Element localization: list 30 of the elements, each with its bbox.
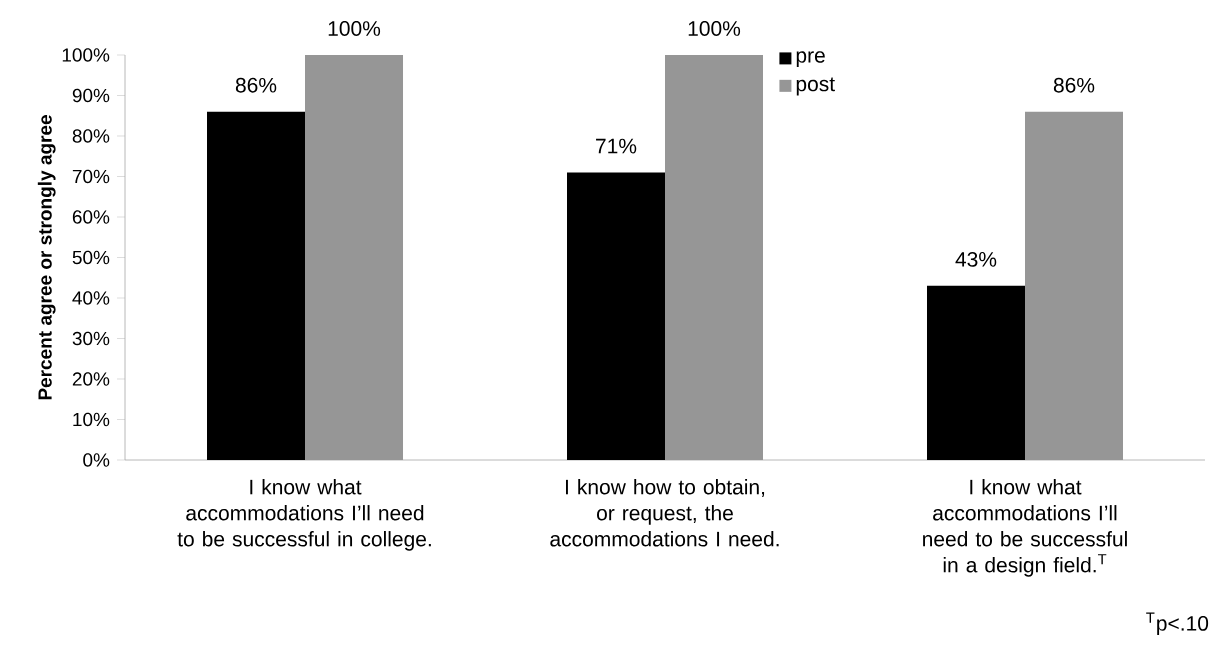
- y-tick-label: 50%: [72, 250, 110, 265]
- y-tick-label: 70%: [72, 169, 110, 184]
- data-label: 43%: [955, 251, 997, 267]
- y-tick-label: 10%: [73, 412, 110, 427]
- y-tick-label: 0%: [83, 453, 110, 467]
- y-tick-label: 20%: [72, 372, 110, 386]
- bar: [305, 55, 404, 460]
- y-tick-label: 60%: [72, 210, 110, 224]
- y-tick-label: 90%: [72, 88, 110, 103]
- data-label: 100%: [688, 21, 741, 36]
- y-axis-title: Percent agree or strongly agree: [37, 115, 56, 400]
- legend-label: post: [796, 77, 835, 96]
- data-label: 71%: [596, 138, 637, 154]
- x-tick-label: I know what accommodations I’ll need to be successful in college.: [177, 479, 431, 551]
- text: $^{T}$p<.10: [1146, 612, 1209, 635]
- data-label: 86%: [1053, 77, 1095, 93]
- y-tick-label: 40%: [72, 291, 110, 305]
- bar: [207, 111, 305, 460]
- y-tick-label: 80%: [72, 129, 110, 143]
- bar: [567, 172, 666, 460]
- y-tick-label: 100%: [62, 48, 110, 62]
- x-tick-label: I know how to obtain, or request, the accommodations I need.: [550, 479, 779, 547]
- bar: [1025, 111, 1123, 460]
- bar: [927, 285, 1026, 460]
- x-tick-label: I know what accommodations I’ll need to be successful in a design field.$^{T}$: [923, 479, 1127, 577]
- data-label: 86%: [235, 77, 277, 93]
- data-label: 100%: [328, 21, 381, 36]
- legend-label: pre: [796, 51, 825, 67]
- y-tick-label: 30%: [72, 331, 110, 346]
- bar: [665, 55, 764, 460]
